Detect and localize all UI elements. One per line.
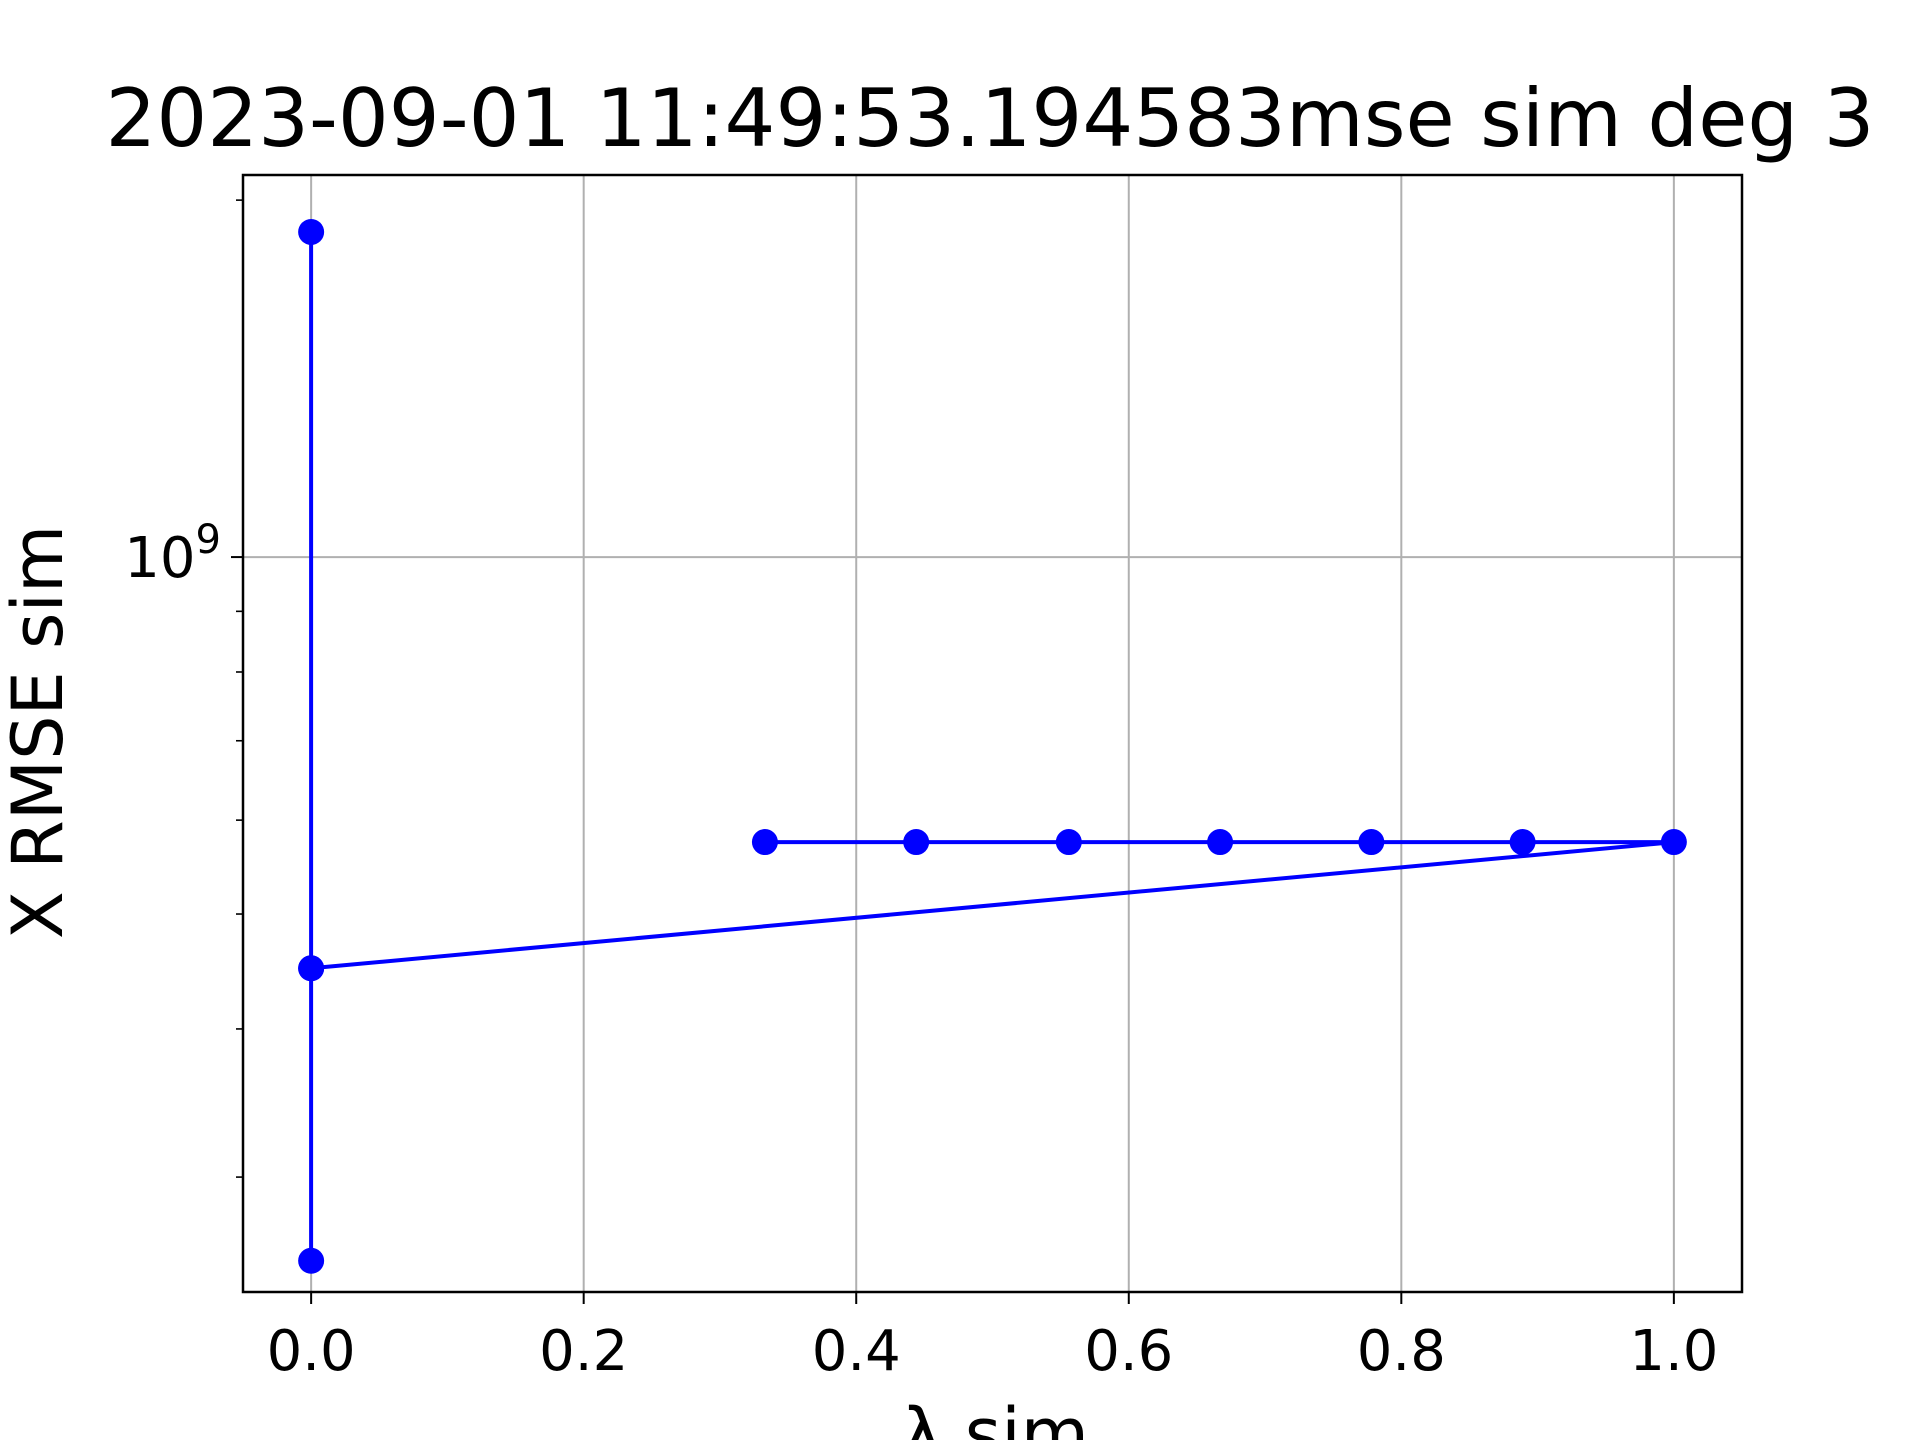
data-point <box>751 829 778 856</box>
x-tick-label: 0.4 <box>812 1319 901 1384</box>
data-point <box>1660 829 1687 856</box>
x-tick-label: 0.6 <box>1084 1319 1173 1384</box>
x-axis-label: λ sim <box>901 1393 1089 1440</box>
data-point <box>903 829 930 856</box>
data-point <box>1509 829 1536 856</box>
x-tick-label: 0.0 <box>267 1319 356 1384</box>
y-axis-label: X RMSE sim <box>0 525 79 939</box>
x-tick-label: 0.8 <box>1357 1319 1446 1384</box>
data-point <box>298 218 325 245</box>
series-layer <box>298 218 1687 1274</box>
plot-frame <box>241 173 1744 1294</box>
x-tick-label: 0.2 <box>539 1319 628 1384</box>
axis-ticks: 0.0 0.2 0.4 0.6 0.8 1.0 109 <box>124 199 1718 1384</box>
data-point <box>1358 829 1385 856</box>
y-tick-label-base: 10 <box>124 526 195 591</box>
data-point <box>1055 829 1082 856</box>
grid <box>243 175 1742 1292</box>
data-point <box>1207 829 1234 856</box>
data-point <box>298 1247 325 1274</box>
data-point <box>298 955 325 982</box>
chart-title: 2023-09-01 11:49:53.194583mse sim deg 3 <box>105 72 1874 165</box>
y-tick-label: 109 <box>124 517 221 591</box>
y-tick-label-exponent: 9 <box>196 517 221 563</box>
x-tick-label: 1.0 <box>1629 1319 1718 1384</box>
